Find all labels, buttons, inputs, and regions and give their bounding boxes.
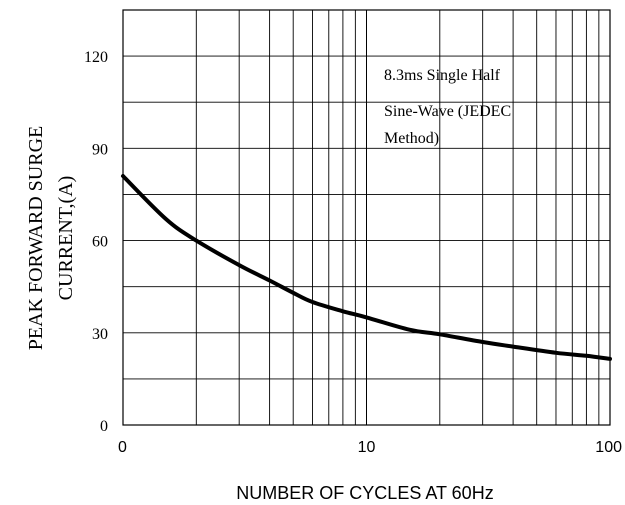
annotation-line-2: Sine-Wave (JEDEC (384, 103, 511, 120)
series-layer (121, 174, 612, 361)
series-line (121, 174, 612, 361)
annotation-line-1: 8.3ms Single Half (384, 67, 501, 84)
plot-frame (122, 9, 611, 426)
y-tick-label: 30 (92, 326, 108, 343)
y-axis-label-line-2: CURRENT,(A) (55, 176, 77, 301)
x-tick-label: 100 (595, 439, 622, 456)
x-tick-label: 0 (118, 439, 127, 456)
x-tick-label: 10 (358, 439, 376, 456)
y-tick-label: 60 (92, 234, 108, 251)
tick-labels: 0 10 100 0 30 60 90 120 (84, 49, 622, 456)
y-axis-label-line-1: PEAK FORWARD SURGE (25, 126, 47, 350)
y-tick-label: 90 (92, 141, 108, 158)
annotation-box: 8.3ms Single Half Sine-Wave (JEDEC Metho… (384, 67, 511, 147)
x-axis-label: NUMBER OF CYCLES AT 60Hz (236, 483, 493, 503)
annotation-line-3: Method) (384, 130, 439, 147)
y-tick-label: 120 (84, 49, 108, 66)
y-tick-label: 0 (100, 418, 108, 435)
